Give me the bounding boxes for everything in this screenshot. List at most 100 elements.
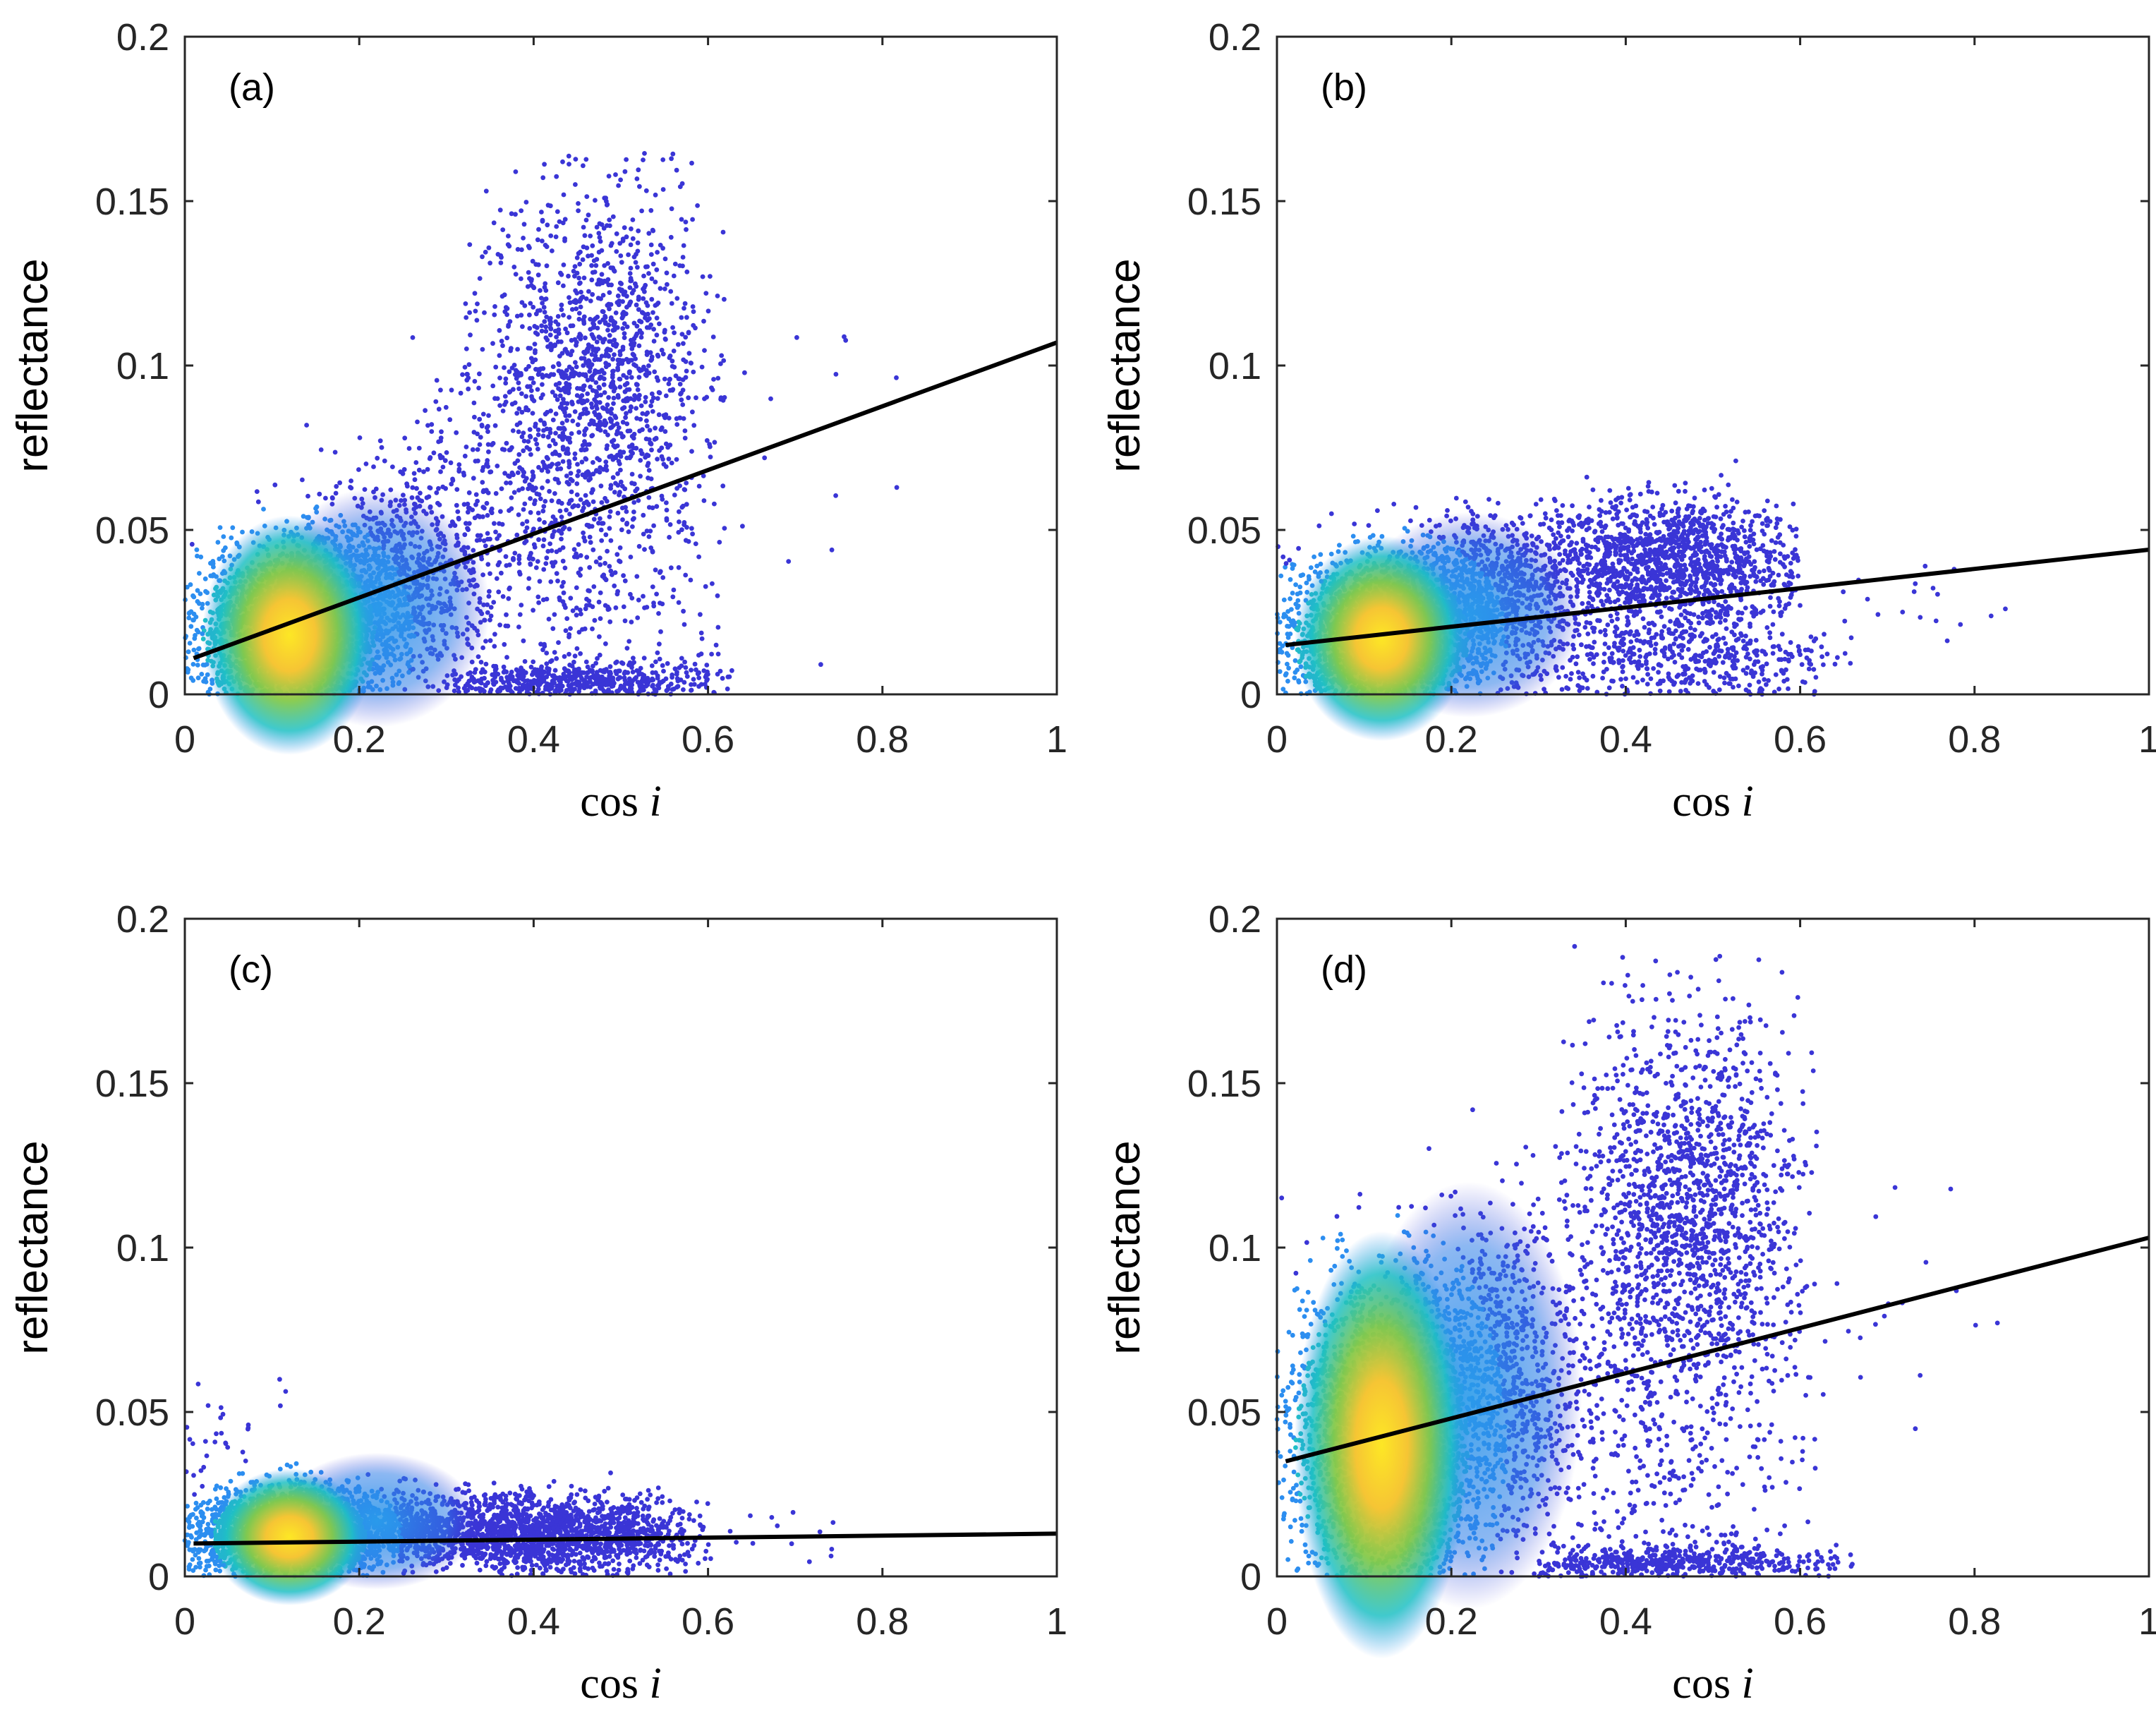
scatter-point bbox=[691, 423, 696, 428]
scatter-point bbox=[721, 358, 726, 363]
scatter-point bbox=[405, 484, 410, 489]
scatter-point bbox=[528, 435, 533, 440]
scatter-point bbox=[577, 332, 582, 337]
scatter-point bbox=[583, 456, 588, 461]
scatter-point bbox=[508, 447, 513, 452]
scatter-point bbox=[626, 360, 631, 365]
scatter-point bbox=[499, 486, 504, 491]
scatter-point bbox=[598, 616, 603, 621]
scatter-point bbox=[571, 299, 576, 304]
scatter-point bbox=[650, 409, 655, 414]
scatter-point bbox=[441, 465, 446, 470]
scatter-point bbox=[567, 391, 571, 396]
scatter-point bbox=[533, 367, 538, 372]
scatter-point bbox=[652, 370, 657, 375]
scatter-point bbox=[542, 538, 547, 543]
scatter-point bbox=[559, 531, 564, 536]
scatter-point bbox=[556, 640, 561, 645]
scatter-point bbox=[586, 589, 591, 593]
scatter-point bbox=[499, 255, 504, 260]
scatter-point bbox=[494, 491, 499, 496]
scatter-point bbox=[681, 255, 686, 260]
scatter-point bbox=[535, 447, 540, 452]
scatter-point bbox=[454, 487, 459, 492]
scatter-point bbox=[622, 225, 627, 230]
scatter-point bbox=[539, 323, 544, 328]
scatter-point bbox=[677, 263, 682, 268]
scatter-point bbox=[456, 517, 461, 521]
scatter-point bbox=[497, 403, 502, 408]
scatter-point bbox=[642, 656, 647, 660]
scatter-point bbox=[624, 509, 629, 514]
scatter-point bbox=[547, 444, 552, 449]
scatter-point bbox=[554, 411, 559, 416]
scatter-point bbox=[555, 462, 559, 467]
scatter-point bbox=[542, 319, 547, 324]
scatter-point bbox=[689, 161, 694, 166]
scatter-point bbox=[643, 399, 648, 404]
scatter-point bbox=[552, 612, 557, 617]
scatter-point bbox=[584, 411, 589, 416]
scatter-point bbox=[577, 262, 582, 267]
scatter-point bbox=[548, 409, 553, 414]
scatter-point bbox=[513, 461, 518, 466]
scatter-point bbox=[636, 295, 641, 300]
scatter-point bbox=[541, 543, 546, 548]
scatter-point bbox=[547, 318, 552, 322]
scatter-point bbox=[641, 157, 646, 162]
scatter-point bbox=[658, 286, 663, 291]
scatter-point bbox=[657, 390, 662, 395]
scatter-point bbox=[563, 566, 568, 571]
scatter-point bbox=[577, 416, 582, 421]
scatter-point bbox=[626, 253, 631, 258]
scatter-point bbox=[687, 351, 692, 356]
scatter-point bbox=[700, 365, 705, 370]
scatter-point bbox=[516, 452, 521, 457]
scatter-point bbox=[591, 325, 596, 330]
scatter-point bbox=[603, 429, 608, 434]
scatter-point bbox=[349, 478, 353, 483]
scatter-point bbox=[555, 579, 560, 584]
scatter-point bbox=[672, 330, 677, 335]
scatter-point bbox=[541, 567, 546, 572]
scatter-point bbox=[504, 305, 509, 310]
scatter-point bbox=[615, 368, 620, 373]
scatter-point bbox=[540, 366, 545, 371]
scatter-point bbox=[607, 347, 612, 352]
scatter-point bbox=[523, 405, 528, 410]
scatter-point bbox=[612, 337, 617, 342]
scatter-point bbox=[527, 313, 532, 318]
scatter-point bbox=[550, 498, 555, 503]
scatter-point bbox=[487, 246, 492, 251]
scatter-point bbox=[477, 514, 482, 519]
scatter-point bbox=[640, 411, 645, 416]
scatter-point bbox=[639, 320, 644, 325]
scatter-point bbox=[607, 290, 612, 295]
scatter-point bbox=[559, 584, 564, 589]
scatter-point bbox=[604, 351, 609, 356]
scatter-point bbox=[660, 575, 665, 580]
scatter-point bbox=[547, 541, 552, 546]
scatter-point bbox=[674, 296, 679, 301]
scatter-point bbox=[573, 182, 578, 187]
scatter-point bbox=[358, 435, 363, 440]
scatter-point bbox=[587, 565, 592, 570]
scatter-point bbox=[195, 548, 200, 553]
scatter-point bbox=[590, 378, 595, 382]
scatter-point bbox=[582, 501, 587, 506]
scatter-point bbox=[437, 502, 442, 507]
scatter-point bbox=[679, 315, 684, 320]
scatter-point bbox=[611, 475, 616, 480]
scatter-point bbox=[507, 369, 512, 374]
scatter-point bbox=[495, 464, 499, 469]
scatter-point bbox=[621, 345, 626, 350]
scatter-point bbox=[677, 519, 682, 524]
scatter-point bbox=[614, 605, 619, 610]
scatter-point bbox=[614, 344, 619, 349]
scatter-point bbox=[256, 500, 261, 505]
scatter-point bbox=[375, 456, 380, 461]
panel-a: 0 0.2 0.4 0.6 0.8 1 00.050.10.150.2 (a) refle… bbox=[8, 16, 1067, 826]
scatter-point bbox=[516, 488, 521, 493]
scatter-point bbox=[545, 222, 550, 227]
scatter-point bbox=[597, 634, 602, 639]
